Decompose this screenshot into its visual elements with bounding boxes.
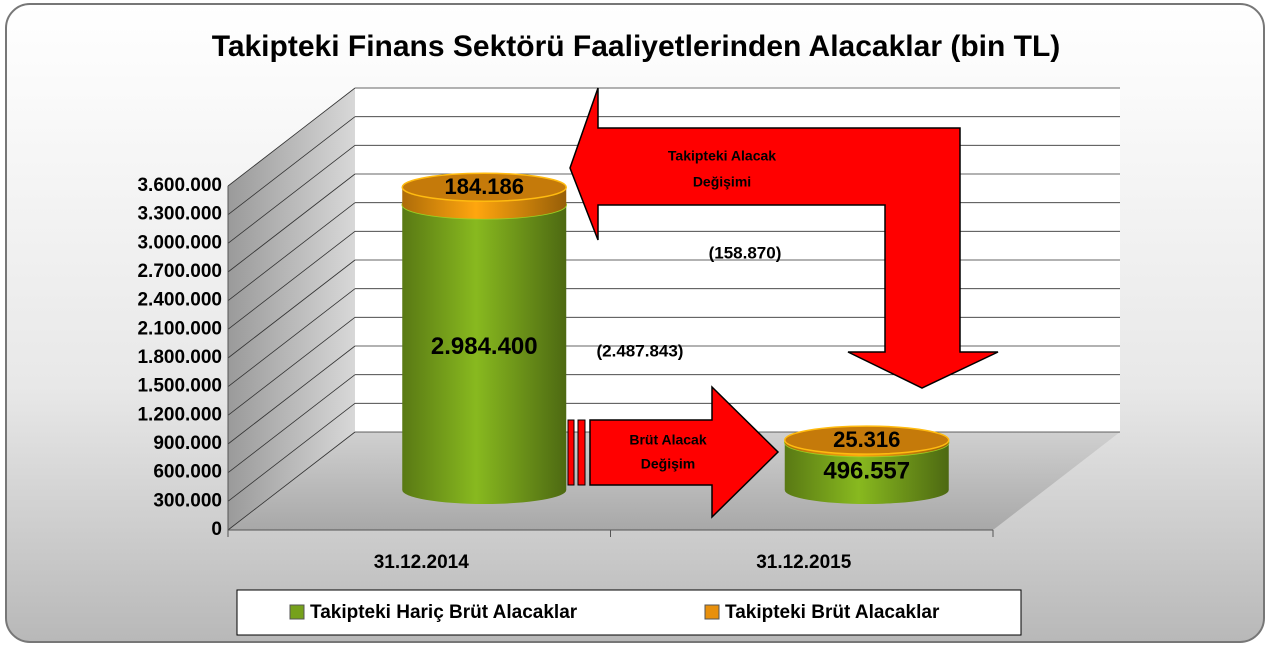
annotations: Takipteki Alacak Değişimi (158.870) (2.487.… — [597, 148, 782, 472]
cylinder-side — [784, 442, 949, 504]
annotation: Takipteki Alacak — [668, 148, 776, 164]
grid-line — [227, 173, 356, 273]
data-label: 25.316 — [833, 427, 900, 452]
grid-line — [227, 317, 356, 416]
cylinder-segment — [401, 172, 567, 219]
legend-swatch — [704, 604, 720, 620]
grid-line — [227, 202, 356, 301]
y-tick-label: 300.000 — [153, 490, 222, 511]
grid-line — [227, 87, 356, 187]
annotation: Değişim — [641, 456, 695, 472]
y-tick-label: 0 — [211, 519, 222, 540]
grid-line — [227, 231, 356, 330]
annotation: Brüt Alacak — [629, 432, 707, 448]
y-tick-label: 3.300.000 — [137, 204, 222, 225]
grid-line — [227, 116, 356, 215]
grid-line — [227, 288, 356, 387]
y-tick-label: 600.000 — [153, 462, 222, 483]
grid-line — [227, 374, 356, 473]
legend-label: Takipteki Brüt Alacaklar — [725, 602, 940, 623]
annotation: (158.870) — [709, 243, 782, 262]
x-tick-label: 31.12.2014 — [374, 552, 470, 573]
data-label: 2.984.400 — [431, 333, 538, 360]
y-tick-label: 2.400.000 — [137, 290, 222, 311]
arrow-tail — [577, 419, 586, 486]
y-tick-label: 3.600.000 — [137, 175, 222, 196]
y-tick-label: 1.500.000 — [137, 376, 222, 397]
legend-items: Takipteki Hariç Brüt Alacaklar Takipteki … — [289, 602, 940, 623]
grid-line — [227, 145, 356, 244]
grid-line — [227, 403, 356, 502]
data-label: 496.557 — [823, 458, 910, 485]
chart-title: Takipteki Finans Sektörü Faaliyetlerinde… — [212, 30, 1061, 63]
cylinder-side — [402, 187, 567, 219]
cylinder-side — [402, 204, 567, 504]
x-tick-label: 31.12.2015 — [756, 552, 852, 573]
cylinder-top — [784, 425, 950, 455]
y-tick-label: 3.000.000 — [137, 232, 222, 253]
y-tick-label: 2.100.000 — [137, 318, 222, 339]
change-arrow — [589, 385, 780, 519]
grid-line — [227, 431, 356, 531]
legend-label: Takipteki Hariç Brüt Alacaklar — [310, 602, 578, 623]
y-tick-label: 1.200.000 — [137, 404, 222, 425]
data-label: 184.186 — [444, 174, 524, 199]
y-tick-label: 1.800.000 — [137, 347, 222, 368]
legend — [236, 589, 1022, 636]
arrow-tail — [567, 419, 575, 486]
y-tick-label: 900.000 — [153, 433, 222, 454]
change-arrow — [569, 87, 999, 389]
legend-swatch — [289, 604, 305, 620]
grid-line — [227, 259, 356, 359]
annotation: Değişimi — [693, 174, 751, 190]
grid-line — [227, 345, 356, 445]
cylinder-top — [401, 172, 567, 202]
bars — [401, 172, 950, 504]
y-tick-label: 2.700.000 — [137, 261, 222, 282]
cylinder-segment — [784, 425, 950, 457]
annotation: (2.487.843) — [597, 341, 684, 360]
